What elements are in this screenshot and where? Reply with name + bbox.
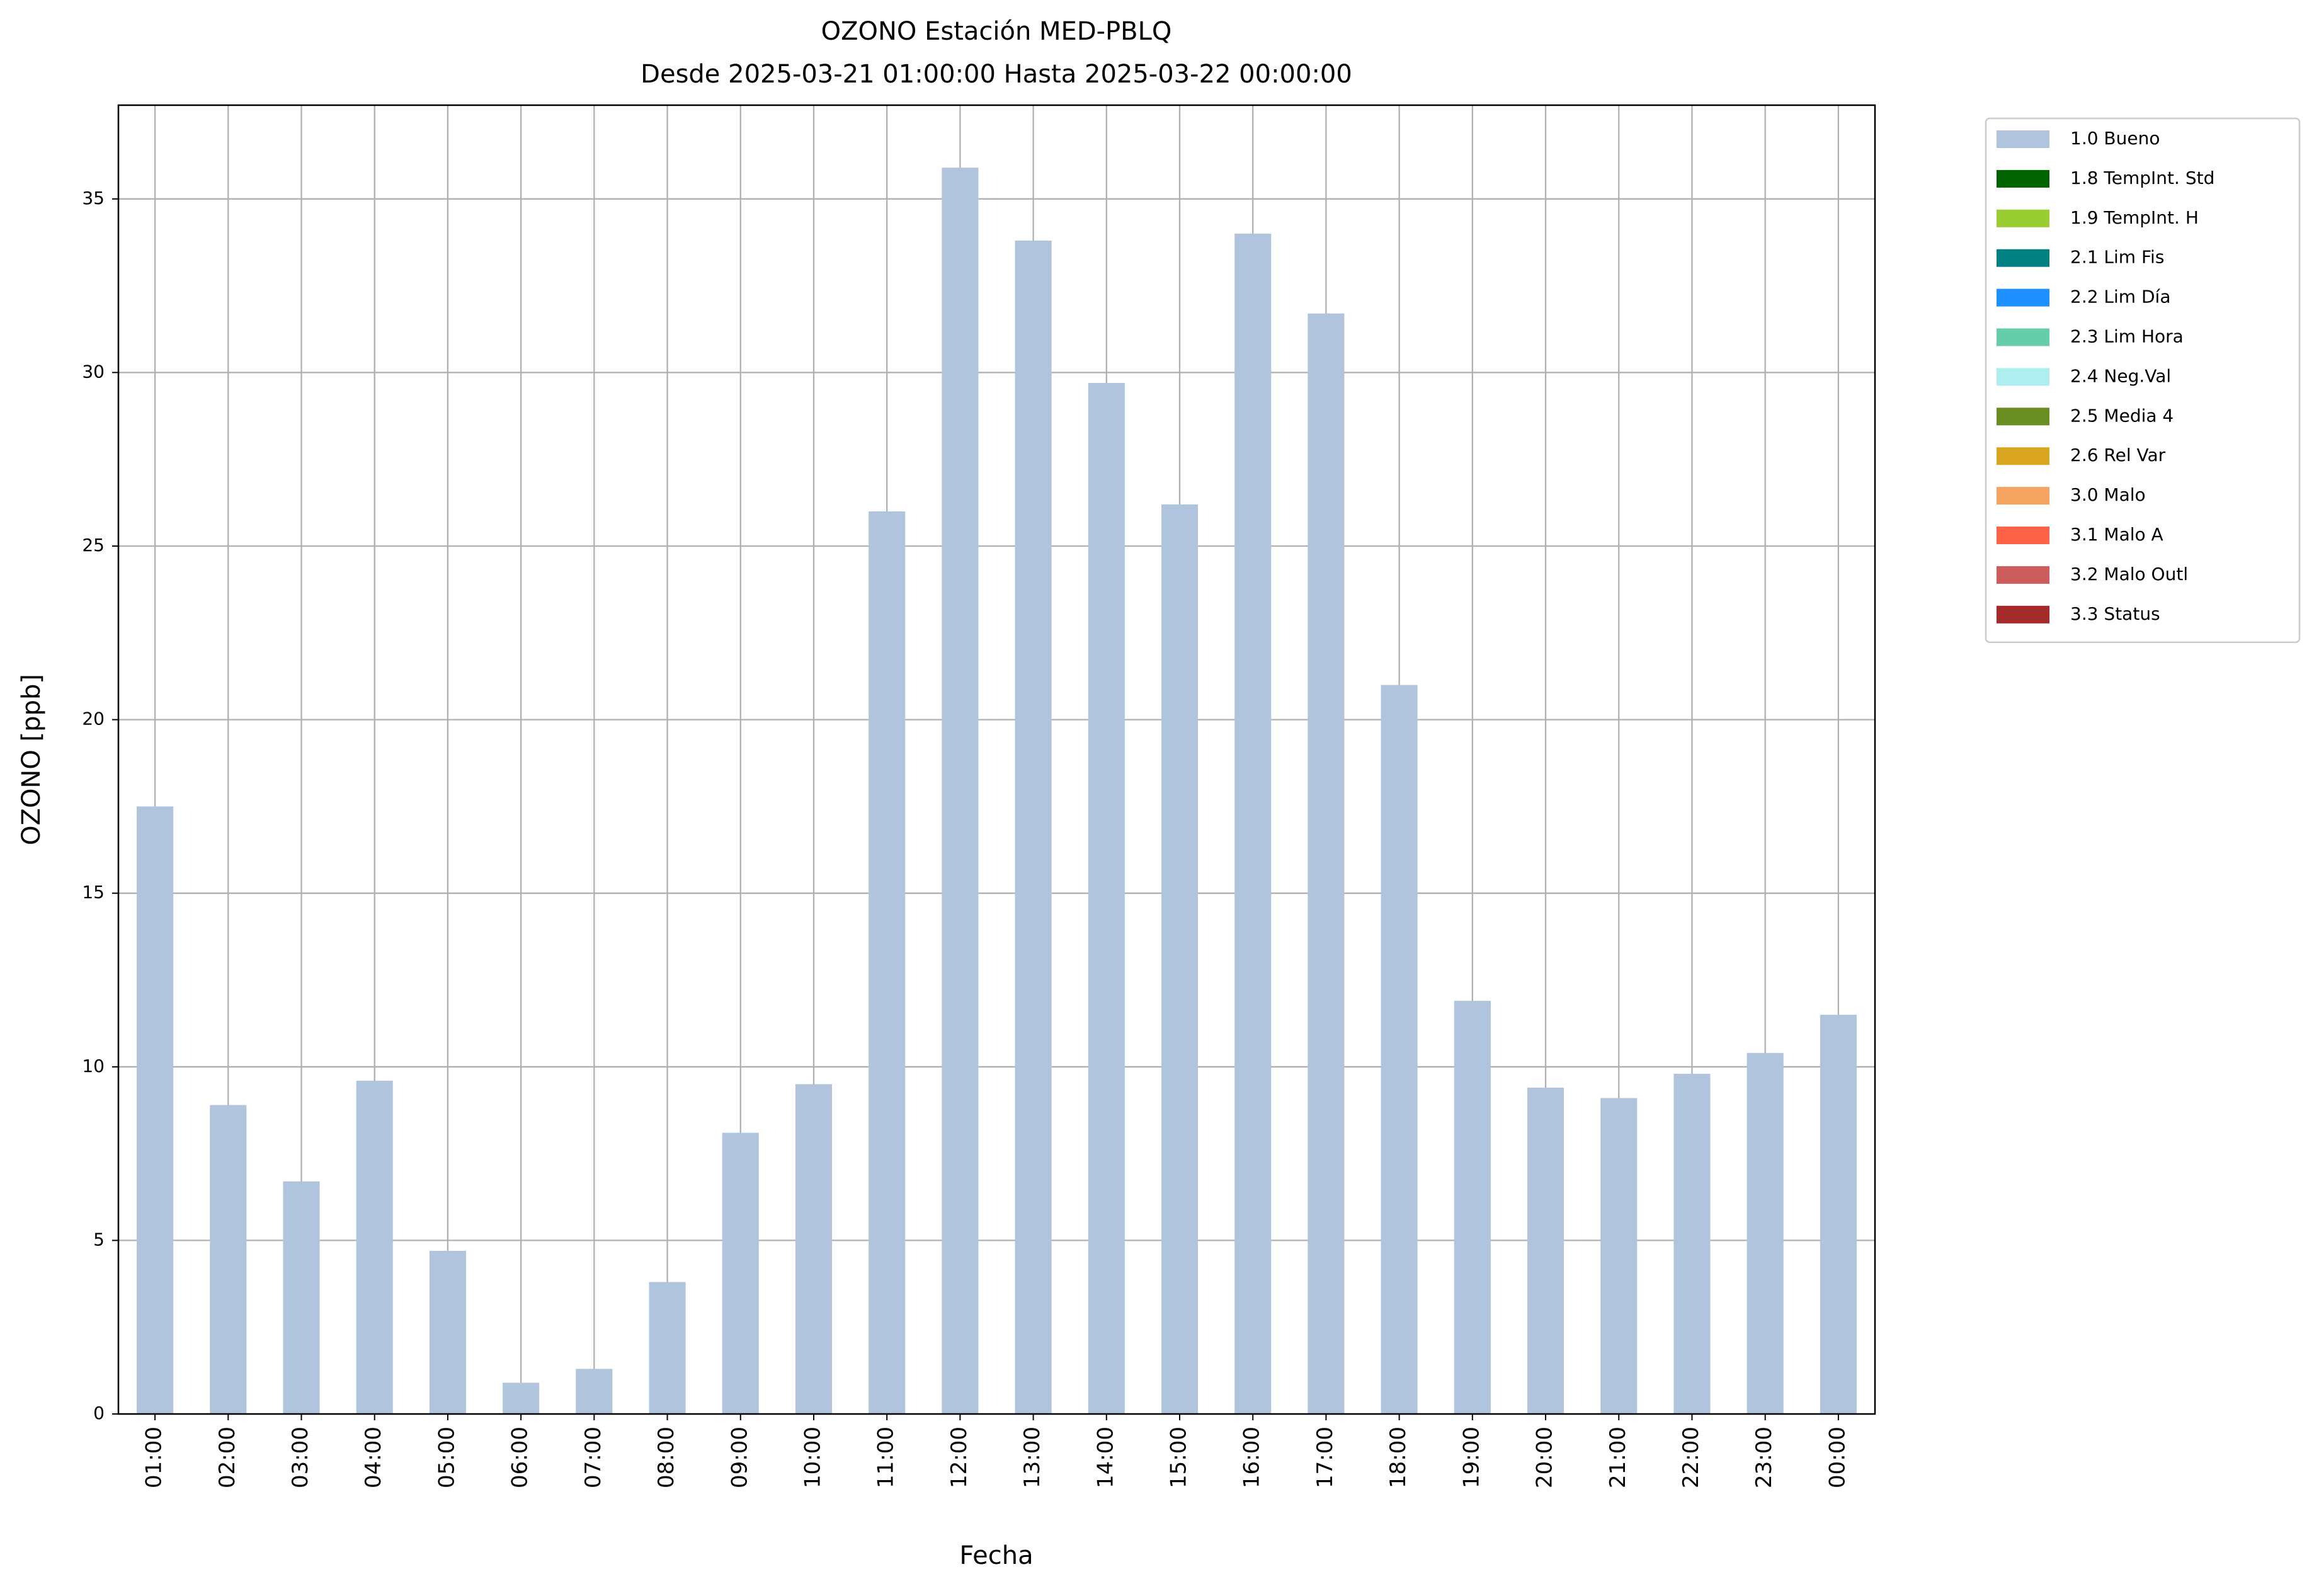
x-tick-label: 11:00	[874, 1427, 899, 1488]
legend-label: 3.3 Status	[2070, 603, 2160, 624]
bar	[1308, 313, 1345, 1414]
legend-swatch	[1997, 527, 2049, 544]
x-tick-label: 13:00	[1020, 1427, 1045, 1488]
bar	[356, 1080, 393, 1414]
legend-swatch	[1997, 447, 2049, 465]
x-tick-label: 18:00	[1386, 1427, 1411, 1488]
legend-swatch	[1997, 169, 2049, 188]
bar	[1161, 504, 1199, 1414]
legend-label: 1.8 TempInt. Std	[2070, 168, 2214, 188]
bar	[1527, 1087, 1564, 1414]
bar	[1746, 1052, 1784, 1414]
x-tick-label: 10:00	[800, 1427, 825, 1488]
chart-title: OZONO Estación MED-PBLQ	[821, 17, 1172, 46]
legend-swatch	[1997, 130, 2049, 148]
y-tick-label: 35	[82, 188, 105, 208]
legend-swatch	[1997, 408, 2049, 426]
bar	[210, 1105, 247, 1414]
legend-swatch	[1997, 605, 2049, 624]
bar	[795, 1084, 833, 1414]
x-tick-label: 17:00	[1313, 1427, 1338, 1488]
y-tick-label: 15	[82, 882, 105, 903]
bar	[1820, 1015, 1857, 1414]
x-tick-label: 12:00	[947, 1427, 972, 1488]
legend-swatch	[1997, 249, 2049, 267]
chart-subtitle: Desde 2025-03-21 01:00:00 Hasta 2025-03-…	[641, 60, 1352, 89]
bar	[503, 1382, 540, 1414]
legend-label: 1.0 Bueno	[2070, 128, 2160, 149]
bar	[1600, 1098, 1638, 1414]
bar	[942, 168, 979, 1414]
bar	[576, 1369, 613, 1414]
bar	[722, 1132, 759, 1414]
x-tick-label: 14:00	[1093, 1427, 1118, 1488]
legend-swatch	[1997, 368, 2049, 386]
legend-swatch	[1997, 487, 2049, 505]
legend-label: 2.4 Neg.Val	[2070, 365, 2171, 386]
bar	[1234, 233, 1272, 1414]
x-axis-label: Fecha	[959, 1541, 1033, 1570]
x-tick-label: 03:00	[288, 1427, 313, 1488]
y-tick-label: 0	[93, 1403, 105, 1423]
x-tick-label: 15:00	[1166, 1427, 1192, 1488]
y-axis-label: OZONO [ppb]	[17, 674, 46, 845]
x-tick-label: 06:00	[508, 1427, 533, 1488]
legend-label: 1.9 TempInt. H	[2070, 207, 2199, 228]
legend-label: 2.3 Lim Hora	[2070, 326, 2184, 347]
x-tick-label: 09:00	[727, 1427, 752, 1488]
x-tick-label: 19:00	[1459, 1427, 1484, 1488]
legend-swatch	[1997, 288, 2049, 307]
plot-frame	[117, 104, 1876, 1415]
legend-label: 3.2 Malo Outl	[2070, 564, 2188, 584]
x-tick-label: 21:00	[1605, 1427, 1631, 1488]
x-tick-label: 00:00	[1825, 1427, 1850, 1488]
x-tick-label: 01:00	[142, 1427, 167, 1488]
legend-label: 2.2 Lim Día	[2070, 287, 2170, 307]
legend-swatch	[1997, 209, 2049, 227]
y-tick-label: 30	[82, 361, 105, 382]
bar	[649, 1282, 686, 1414]
x-tick-label: 22:00	[1678, 1427, 1704, 1488]
bar	[1381, 685, 1418, 1414]
bar	[1015, 240, 1052, 1414]
x-tick-label: 20:00	[1532, 1427, 1558, 1488]
legend-box	[1985, 117, 2301, 643]
y-tick-label: 10	[82, 1056, 105, 1076]
y-tick-label: 5	[93, 1229, 105, 1250]
legend-label: 3.0 Malo	[2070, 484, 2146, 505]
bar	[1454, 1001, 1491, 1414]
x-tick-label: 07:00	[581, 1427, 606, 1488]
x-tick-label: 05:00	[434, 1427, 459, 1488]
x-tick-label: 08:00	[654, 1427, 679, 1488]
bar	[1088, 382, 1125, 1415]
legend-swatch	[1997, 328, 2049, 346]
bar	[137, 806, 174, 1414]
legend-label: 2.1 Lim Fis	[2070, 247, 2164, 268]
bar	[429, 1250, 466, 1414]
x-tick-label: 02:00	[215, 1427, 240, 1488]
legend-swatch	[1997, 566, 2049, 584]
bar	[283, 1181, 320, 1414]
bar	[1673, 1073, 1711, 1414]
legend-label: 2.5 Media 4	[2070, 405, 2174, 426]
y-tick-label: 25	[82, 535, 105, 556]
legend-label: 3.1 Malo A	[2070, 524, 2163, 545]
x-tick-label: 23:00	[1752, 1427, 1777, 1488]
x-tick-label: 04:00	[361, 1427, 386, 1488]
legend-label: 2.6 Rel Var	[2070, 445, 2166, 465]
bar	[869, 511, 906, 1415]
y-tick-label: 20	[82, 709, 105, 729]
x-tick-label: 16:00	[1239, 1427, 1265, 1488]
